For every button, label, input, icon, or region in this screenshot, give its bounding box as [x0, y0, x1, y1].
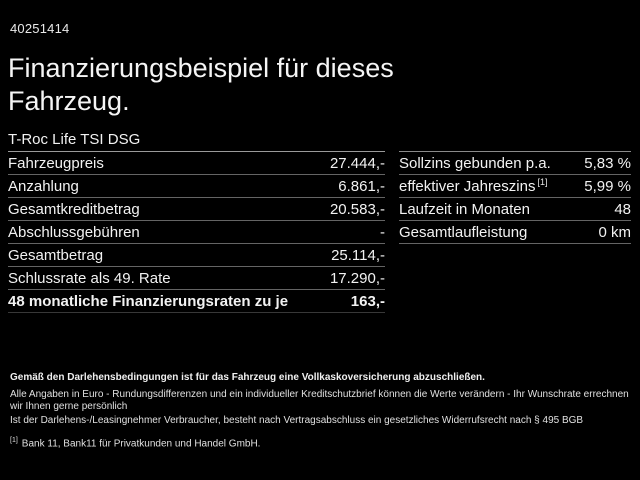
- values-note: Alle Angaben in Euro - Rundungsdifferenz…: [10, 389, 629, 412]
- footnote-reference-mark: [1]: [537, 177, 548, 187]
- insurance-note: Gemäß den Darlehensbedingungen ist für d…: [10, 372, 485, 383]
- condition-row-sollzins: Sollzins gebunden p.a. 5,83 %: [399, 152, 631, 175]
- rate-highlight-label: 48 monatliche Finanzierungsraten zu je: [8, 292, 289, 310]
- finance-row-value: 6.861,-: [338, 177, 385, 195]
- finance-row-value: 25.114,-: [331, 246, 385, 264]
- finance-row-label: Abschlussgebühren: [8, 223, 140, 241]
- footnote-text: Bank 11, Bank11 für Privatkunden und Han…: [21, 438, 261, 450]
- condition-row-value: 48: [614, 200, 631, 218]
- condition-row-laufzeit: Laufzeit in Monaten 48: [399, 198, 631, 221]
- conditions-table-top-divider: [399, 129, 631, 152]
- finance-row-abschlussgebuehren: Abschlussgebühren -: [8, 221, 385, 244]
- record-id: 40251414: [10, 21, 70, 36]
- finance-table: T-Roc Life TSI DSG Fahrzeugpreis 27.444,…: [8, 129, 385, 313]
- finance-row-value: 27.444,-: [329, 154, 385, 172]
- finance-row-gesamtkreditbetrag: Gesamtkreditbetrag 20.583,-: [8, 198, 385, 221]
- finance-row-gesamtbetrag: Gesamtbetrag 25.114,-: [8, 244, 385, 267]
- bank-footnote: [1] Bank 11, Bank11 für Privatkunden und …: [10, 435, 632, 450]
- page-title-line1: Finanzierungsbeispiel für dieses: [8, 53, 394, 83]
- finance-row-label: Fahrzeugpreis: [8, 154, 104, 172]
- page-title-line2: Fahrzeug.: [8, 86, 130, 116]
- condition-row-label: Gesamtlaufleistung: [399, 223, 528, 241]
- withdrawal-note: Ist der Darlehens-/Leasingnehmer Verbrau…: [10, 415, 584, 426]
- condition-row-label: effektiver Jahreszins [1]: [399, 177, 547, 195]
- condition-row-gesamtlaufleistung: Gesamtlaufleistung 0 km: [399, 221, 631, 244]
- conditions-table: Sollzins gebunden p.a. 5,83 % effektiver…: [399, 129, 631, 244]
- condition-row-label: Sollzins gebunden p.a.: [399, 154, 551, 172]
- finance-row-value: 20.583,-: [329, 200, 385, 218]
- finance-row-label: Anzahlung: [8, 177, 79, 195]
- condition-row-value: 5,99 %: [584, 177, 631, 195]
- finance-row-label: Schlussrate als 49. Rate: [8, 269, 171, 287]
- finance-row-value: -: [380, 223, 385, 241]
- footnote-marker: [1]: [10, 437, 18, 444]
- footer-disclaimer: Gemäß den Darlehensbedingungen ist für d…: [10, 372, 632, 450]
- condition-row-label: Laufzeit in Monaten: [399, 200, 530, 218]
- condition-row-effektiver-jahreszins: effektiver Jahreszins [1] 5,99 %: [399, 175, 631, 198]
- finance-row-schlussrate: Schlussrate als 49. Rate 17.290,-: [8, 267, 385, 290]
- rate-highlight-value: 163,-: [350, 292, 385, 310]
- vehicle-model-name: T-Roc Life TSI DSG: [8, 129, 385, 152]
- page-title: Finanzierungsbeispiel für dieses Fahrzeu…: [8, 52, 508, 118]
- finance-row-value: 17.290,-: [329, 269, 385, 287]
- finance-row-fahrzeugpreis: Fahrzeugpreis 27.444,-: [8, 152, 385, 175]
- condition-row-value: 5,83 %: [584, 154, 631, 172]
- finance-row-label: Gesamtbetrag: [8, 246, 104, 264]
- condition-row-label-text: effektiver Jahreszins: [399, 178, 536, 195]
- rate-highlight-row: 48 monatliche Finanzierungsraten zu je 1…: [8, 290, 385, 313]
- finance-row-anzahlung: Anzahlung 6.861,-: [8, 175, 385, 198]
- condition-row-value: 0 km: [598, 223, 631, 241]
- finance-row-label: Gesamtkreditbetrag: [8, 200, 140, 218]
